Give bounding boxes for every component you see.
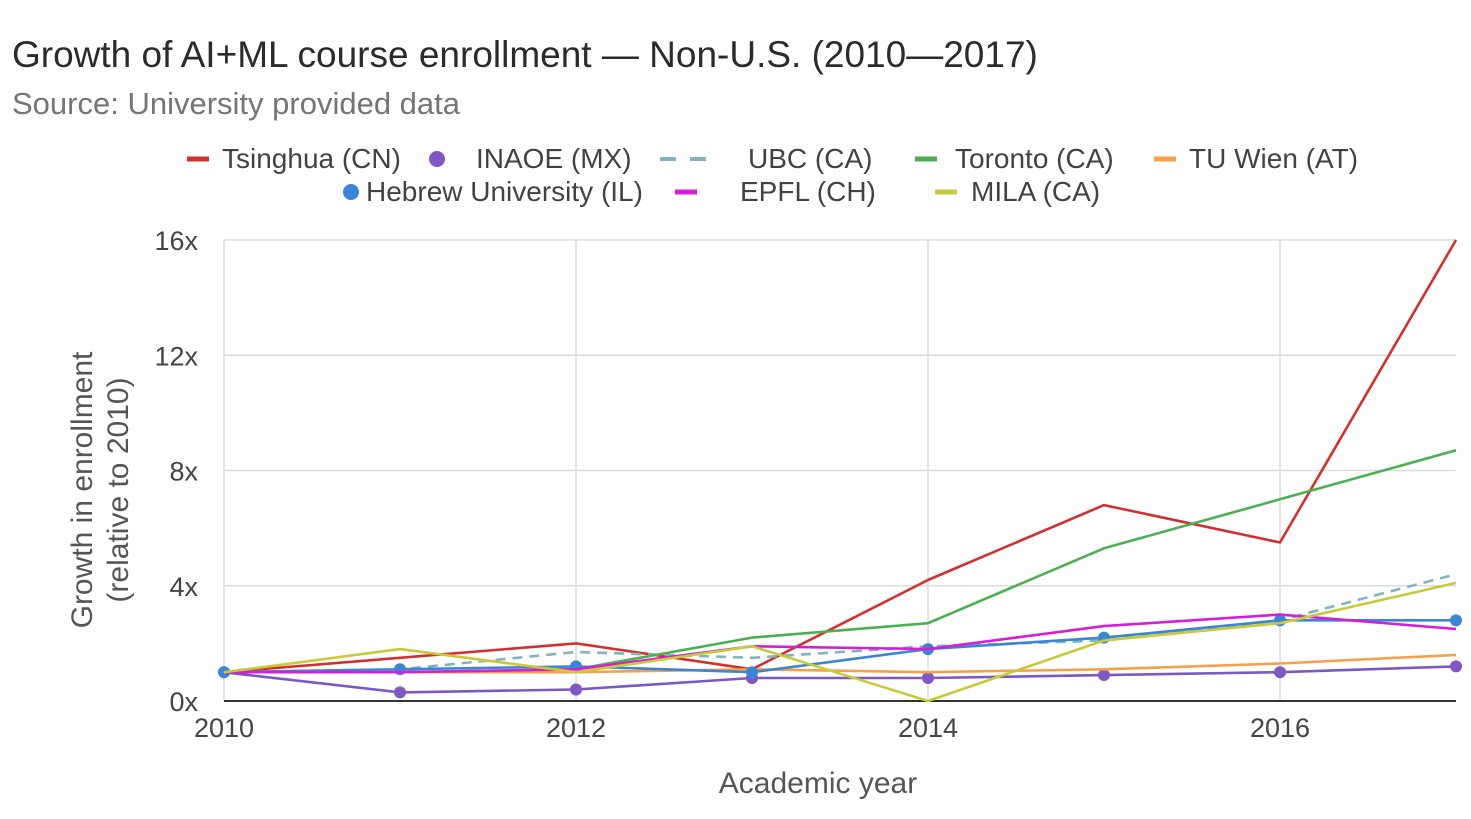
x-tick-label: 2012 (546, 713, 606, 743)
data-point (1450, 660, 1462, 673)
data-point (922, 671, 934, 684)
y-axis-ticks: 0x 4x 8x 12x 16x (154, 226, 198, 717)
data-point (1274, 666, 1286, 679)
y-tick-label: 16x (154, 226, 198, 256)
series-6 (224, 613, 1457, 674)
legend-label: UBC (CA) (748, 143, 872, 174)
x-tick-label: 2016 (1250, 713, 1310, 743)
x-tick-label: 2014 (898, 713, 958, 743)
chart-title: Growth of AI+ML course enrollment — Non-… (12, 34, 1038, 75)
series-7 (223, 581, 1457, 703)
legend-label: INAOE (MX) (476, 143, 632, 174)
series-line (223, 581, 1457, 703)
series-3 (224, 449, 1457, 674)
x-tick-label: 2010 (194, 713, 254, 743)
series-line (223, 239, 1458, 674)
x-axis-ticks: 2010 2012 2014 2016 (194, 713, 1310, 743)
legend-item: Hebrew University (IL) (343, 176, 643, 207)
legend-item: INAOE (MX) (429, 143, 632, 174)
series-line (223, 665, 1457, 694)
legend-label: MILA (CA) (971, 176, 1100, 207)
legend-label: Hebrew University (IL) (366, 176, 643, 207)
data-point (570, 683, 582, 696)
series-line (224, 613, 1457, 674)
data-point (394, 663, 406, 676)
data-point (746, 666, 758, 679)
legend-item: TU Wien (AT) (1154, 143, 1358, 174)
series-0 (223, 239, 1458, 674)
series-line (223, 618, 1456, 674)
data-point (1450, 614, 1462, 627)
series-line (224, 449, 1457, 674)
legend-item: MILA (CA) (935, 176, 1100, 207)
y-tick-label: 4x (169, 572, 198, 602)
legend-marker (429, 151, 445, 167)
data-point (394, 686, 406, 699)
series-lines (218, 239, 1462, 703)
data-point (1098, 669, 1110, 682)
chart-subtitle: Source: University provided data (12, 86, 461, 121)
y-axis-label-line-2: (relative to 2010) (102, 377, 135, 602)
y-axis-label-line-1: Growth in enrollment (66, 351, 99, 628)
legend-item: Toronto (CA) (915, 143, 1114, 174)
legend-label: Toronto (CA) (955, 143, 1114, 174)
legend: Tsinghua (CN) INAOE (MX) UBC (CA) Toronto (… (187, 143, 1358, 207)
legend-label: EPFL (CH) (740, 176, 876, 207)
legend-item: UBC (CA) (660, 143, 872, 174)
legend-item: Tsinghua (CN) (187, 143, 401, 174)
y-tick-label: 0x (169, 687, 198, 717)
x-axis-label: Academic year (719, 767, 917, 800)
legend-item: EPFL (CH) (675, 176, 876, 207)
y-tick-label: 12x (154, 341, 198, 371)
legend-label: TU Wien (AT) (1189, 143, 1358, 174)
legend-marker (343, 184, 359, 200)
legend-label: Tsinghua (CN) (222, 143, 401, 174)
gridlines (223, 239, 1456, 702)
y-tick-label: 8x (169, 457, 198, 487)
y-axis-label-group: Growth in enrollment (relative to 2010) (66, 351, 135, 628)
